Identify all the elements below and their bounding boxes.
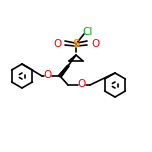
Text: O: O — [91, 39, 99, 49]
Text: S: S — [72, 39, 80, 49]
Polygon shape — [58, 66, 69, 76]
Text: O: O — [44, 70, 52, 80]
Text: O: O — [53, 39, 61, 49]
Text: Cl: Cl — [83, 27, 93, 37]
Text: O: O — [78, 79, 86, 89]
